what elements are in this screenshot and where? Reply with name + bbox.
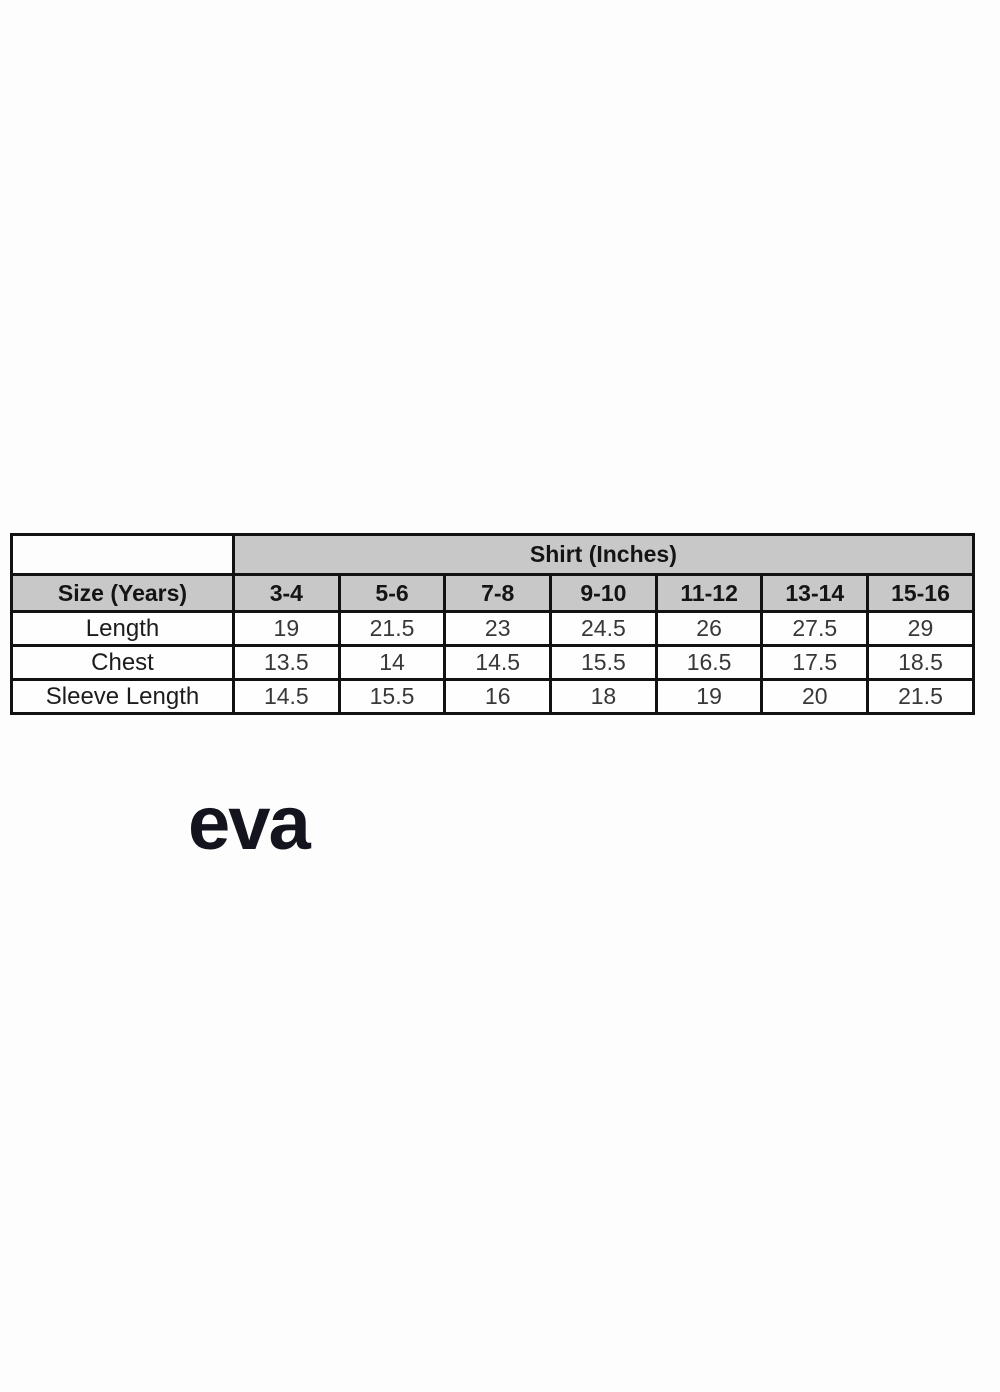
column-header: 11-12 [654,573,764,613]
table-cell: 23 [443,610,553,647]
table-cell: 19 [232,610,341,647]
table-cell: 19 [654,678,764,715]
table-cell: 16.5 [654,644,764,681]
table-cell: 26 [654,610,764,647]
table-cell: 24.5 [549,610,658,647]
table-cell: 14.5 [443,644,553,681]
row-header-label: Size (Years) [10,573,235,613]
column-header: 13-14 [760,573,870,613]
brand-logo: eva [188,781,311,866]
table-row: Length 19 21.5 23 24.5 26 27.5 29 [10,610,975,647]
empty-corner-cell [10,533,235,576]
table-cell: 16 [443,678,553,715]
table-row: Size (Years) 3-4 5-6 7-8 9-10 11-12 13-1… [10,573,975,613]
table-cell: 15.5 [337,678,447,715]
table-cell: 27.5 [760,610,870,647]
table-row: Chest 13.5 14 14.5 15.5 16.5 17.5 18.5 [10,644,975,681]
table-cell: 21.5 [866,678,975,715]
column-header: 3-4 [232,573,341,613]
table-cell: 20 [760,678,870,715]
row-label: Sleeve Length [10,678,235,715]
table-cell: 17.5 [760,644,870,681]
table-row: Shirt (Inches) [10,533,975,576]
column-header: 15-16 [866,573,975,613]
row-label: Length [10,610,235,647]
table-row: Sleeve Length 14.5 15.5 16 18 19 20 21.5 [10,678,975,715]
column-header: 7-8 [443,573,553,613]
table-cell: 29 [866,610,975,647]
table-cell: 14 [337,644,447,681]
table-cell: 21.5 [337,610,447,647]
table-cell: 18 [549,678,658,715]
column-header: 5-6 [337,573,447,613]
table-cell: 18.5 [866,644,975,681]
table-cell: 15.5 [549,644,658,681]
size-chart-table: Shirt (Inches) Size (Years) 3-4 5-6 7-8 … [10,533,975,715]
row-label: Chest [10,644,235,681]
column-header: 9-10 [549,573,658,613]
table-title: Shirt (Inches) [232,533,975,576]
table-cell: 14.5 [232,678,341,715]
table-cell: 13.5 [232,644,341,681]
